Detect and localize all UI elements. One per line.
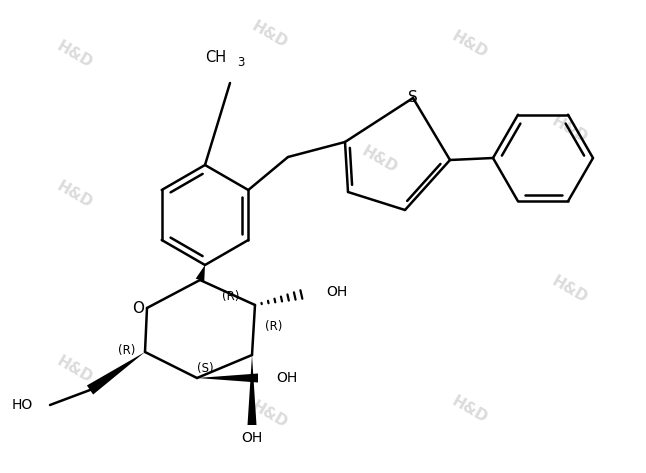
Text: H&D: H&D bbox=[360, 144, 401, 176]
Text: (R): (R) bbox=[118, 343, 135, 357]
Text: H&D: H&D bbox=[249, 399, 291, 431]
Text: OH: OH bbox=[276, 371, 297, 385]
Text: CH: CH bbox=[205, 51, 226, 65]
Polygon shape bbox=[197, 374, 258, 383]
Polygon shape bbox=[247, 355, 256, 425]
Polygon shape bbox=[87, 352, 145, 394]
Text: (R): (R) bbox=[265, 319, 282, 333]
Text: H&D: H&D bbox=[249, 19, 291, 51]
Text: H&D: H&D bbox=[450, 394, 490, 426]
Text: OH: OH bbox=[242, 431, 263, 445]
Text: H&D: H&D bbox=[550, 274, 590, 306]
Polygon shape bbox=[196, 265, 205, 281]
Text: H&D: H&D bbox=[54, 354, 96, 386]
Text: H&D: H&D bbox=[54, 179, 96, 211]
Text: HO: HO bbox=[12, 398, 33, 412]
Text: (S): (S) bbox=[196, 361, 213, 375]
Text: (R): (R) bbox=[222, 289, 240, 303]
Text: H&D: H&D bbox=[450, 29, 490, 61]
Text: OH: OH bbox=[326, 285, 348, 299]
Text: O: O bbox=[132, 300, 144, 315]
Text: H&D: H&D bbox=[550, 114, 590, 146]
Text: 3: 3 bbox=[237, 56, 244, 70]
Text: S: S bbox=[408, 89, 418, 105]
Text: H&D: H&D bbox=[54, 39, 96, 71]
